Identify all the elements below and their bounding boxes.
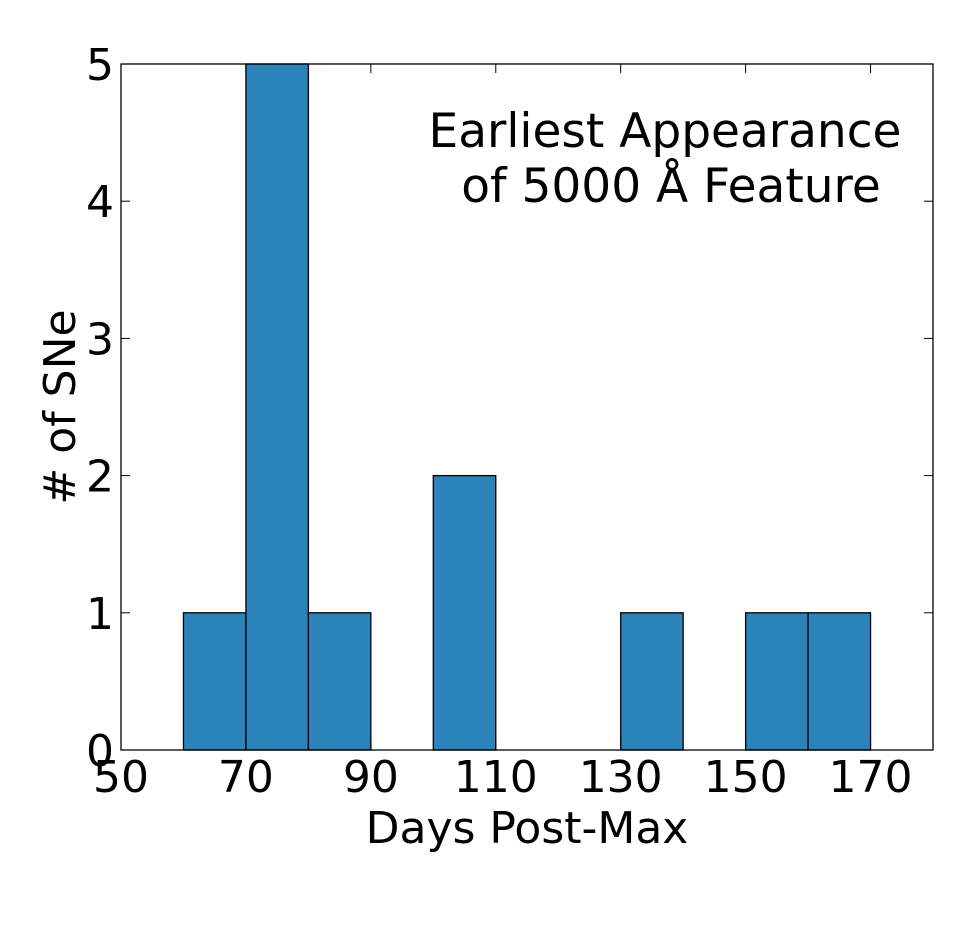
bars-group <box>182 63 872 751</box>
y-tick-label: 1 <box>86 589 114 640</box>
y-tick-label: 0 <box>86 726 114 777</box>
x-tick-label: 90 <box>343 752 399 803</box>
histogram-bar <box>807 612 872 751</box>
histogram-bar <box>620 612 684 751</box>
histogram-bar <box>245 63 310 751</box>
histogram-bar <box>432 474 497 751</box>
x-tick-label: 150 <box>704 752 788 803</box>
tick-labels-group: 50 70 90 110 130 150 170 0 1 2 3 4 5 <box>86 40 913 803</box>
x-tick-label: 130 <box>579 752 663 803</box>
y-tick-label: 4 <box>86 177 114 228</box>
histogram-bar <box>182 612 247 751</box>
x-tick-label: 110 <box>454 752 538 803</box>
y-tick-label: 5 <box>86 40 114 91</box>
x-axis-label: Days Post-Max <box>366 803 689 854</box>
annotation-line-2: of 5000 Å Feature <box>461 159 881 214</box>
x-tick-label: 70 <box>218 752 274 803</box>
plot-frame <box>120 63 934 751</box>
histogram-bar <box>744 612 809 751</box>
y-tick-label: 3 <box>86 314 114 365</box>
y-tick-label: 2 <box>86 452 114 503</box>
annotation-line-1: Earliest Appearance <box>429 104 902 159</box>
x-tick-label: 170 <box>829 752 913 803</box>
x-tick-label: 50 <box>93 752 149 803</box>
histogram-bar <box>307 612 372 751</box>
y-axis-label: # of SNe <box>35 309 86 504</box>
